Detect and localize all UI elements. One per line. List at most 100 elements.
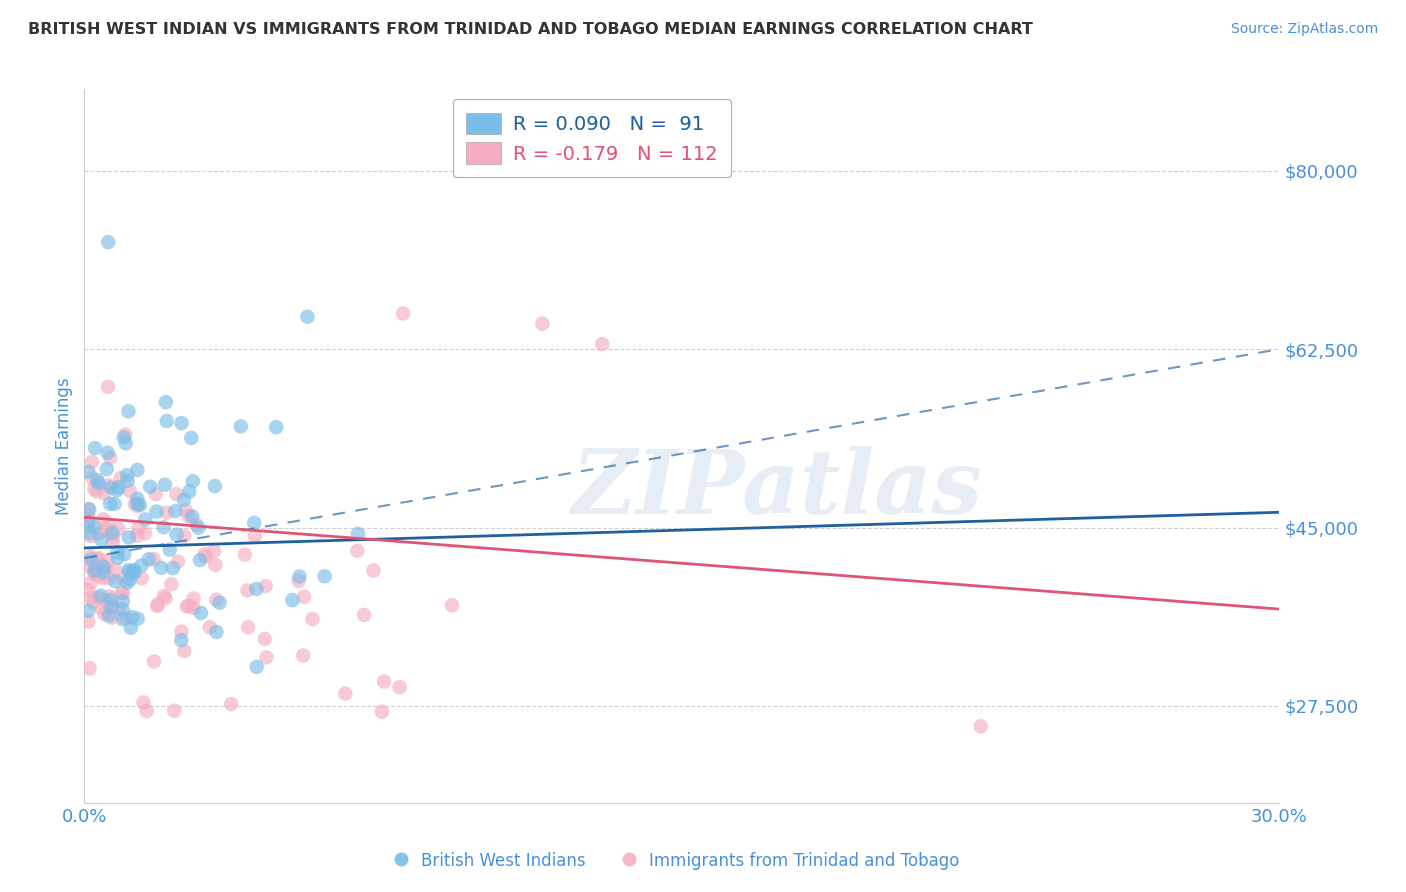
Point bbox=[107, 522, 129, 536]
Point bbox=[98, 497, 121, 511]
Point bbox=[87, 591, 110, 605]
Point bbox=[100, 481, 122, 495]
Point bbox=[127, 463, 149, 477]
Point bbox=[112, 572, 135, 586]
Point bbox=[135, 704, 157, 718]
Point bbox=[77, 465, 100, 479]
Point bbox=[142, 552, 165, 566]
Point bbox=[107, 550, 129, 565]
Point bbox=[93, 607, 115, 621]
Point bbox=[107, 480, 129, 494]
Point bbox=[246, 660, 269, 674]
Point bbox=[143, 655, 166, 669]
Point bbox=[86, 473, 108, 487]
Point bbox=[204, 558, 226, 572]
Point bbox=[155, 591, 177, 605]
Point bbox=[117, 474, 139, 488]
Point bbox=[176, 599, 198, 614]
Point bbox=[111, 586, 134, 600]
Point bbox=[243, 529, 266, 543]
Point bbox=[121, 565, 143, 579]
Point bbox=[150, 561, 173, 575]
Point bbox=[100, 599, 122, 614]
Point bbox=[124, 497, 146, 511]
Point bbox=[165, 487, 187, 501]
Point bbox=[80, 455, 103, 469]
Text: BRITISH WEST INDIAN VS IMMIGRANTS FROM TRINIDAD AND TOBAGO MEDIAN EARNINGS CORRE: BRITISH WEST INDIAN VS IMMIGRANTS FROM T… bbox=[28, 22, 1033, 37]
Point bbox=[118, 531, 141, 545]
Point bbox=[77, 502, 100, 516]
Point bbox=[96, 523, 118, 537]
Point bbox=[79, 661, 101, 675]
Point bbox=[77, 615, 100, 629]
Point bbox=[254, 579, 277, 593]
Point bbox=[233, 548, 256, 562]
Point bbox=[174, 503, 197, 517]
Point bbox=[114, 427, 136, 442]
Point bbox=[167, 555, 190, 569]
Point bbox=[156, 506, 179, 520]
Point bbox=[79, 549, 101, 564]
Point bbox=[292, 648, 315, 663]
Point bbox=[183, 591, 205, 606]
Point bbox=[101, 610, 124, 624]
Point bbox=[970, 719, 993, 733]
Point bbox=[112, 547, 135, 561]
Point bbox=[194, 547, 217, 561]
Point bbox=[86, 552, 108, 566]
Point bbox=[153, 477, 176, 491]
Point bbox=[90, 600, 112, 615]
Point bbox=[90, 533, 112, 547]
Point bbox=[139, 480, 162, 494]
Point bbox=[97, 380, 120, 394]
Point bbox=[165, 504, 187, 518]
Point bbox=[183, 601, 205, 615]
Point bbox=[87, 526, 110, 541]
Point bbox=[127, 491, 149, 506]
Point bbox=[93, 486, 115, 500]
Point bbox=[80, 552, 103, 566]
Point bbox=[301, 612, 323, 626]
Point bbox=[205, 624, 228, 639]
Point bbox=[118, 483, 141, 498]
Point bbox=[162, 561, 184, 575]
Point bbox=[111, 594, 134, 608]
Point bbox=[152, 520, 174, 534]
Point bbox=[87, 551, 110, 566]
Point bbox=[110, 471, 132, 485]
Point bbox=[103, 497, 125, 511]
Point bbox=[155, 395, 177, 409]
Point bbox=[80, 575, 103, 590]
Point bbox=[347, 526, 370, 541]
Point bbox=[115, 611, 138, 625]
Point bbox=[91, 512, 114, 526]
Point bbox=[121, 610, 143, 624]
Point bbox=[253, 632, 276, 646]
Point bbox=[77, 508, 100, 523]
Point bbox=[86, 563, 108, 577]
Text: Source: ZipAtlas.com: Source: ZipAtlas.com bbox=[1230, 22, 1378, 37]
Point bbox=[170, 633, 193, 648]
Point bbox=[122, 563, 145, 577]
Point bbox=[179, 484, 201, 499]
Point bbox=[93, 566, 115, 580]
Point bbox=[138, 552, 160, 566]
Point bbox=[117, 404, 139, 418]
Point bbox=[173, 492, 195, 507]
Point bbox=[83, 482, 105, 496]
Point bbox=[91, 559, 114, 574]
Point bbox=[441, 599, 464, 613]
Point bbox=[202, 544, 225, 558]
Point bbox=[77, 515, 100, 529]
Point bbox=[159, 542, 181, 557]
Point bbox=[79, 590, 101, 604]
Point bbox=[132, 695, 155, 709]
Point bbox=[219, 697, 242, 711]
Point bbox=[82, 471, 104, 485]
Point bbox=[353, 607, 375, 622]
Point bbox=[371, 705, 394, 719]
Point bbox=[101, 529, 124, 543]
Point bbox=[181, 474, 204, 488]
Point bbox=[127, 499, 149, 513]
Point bbox=[128, 498, 150, 512]
